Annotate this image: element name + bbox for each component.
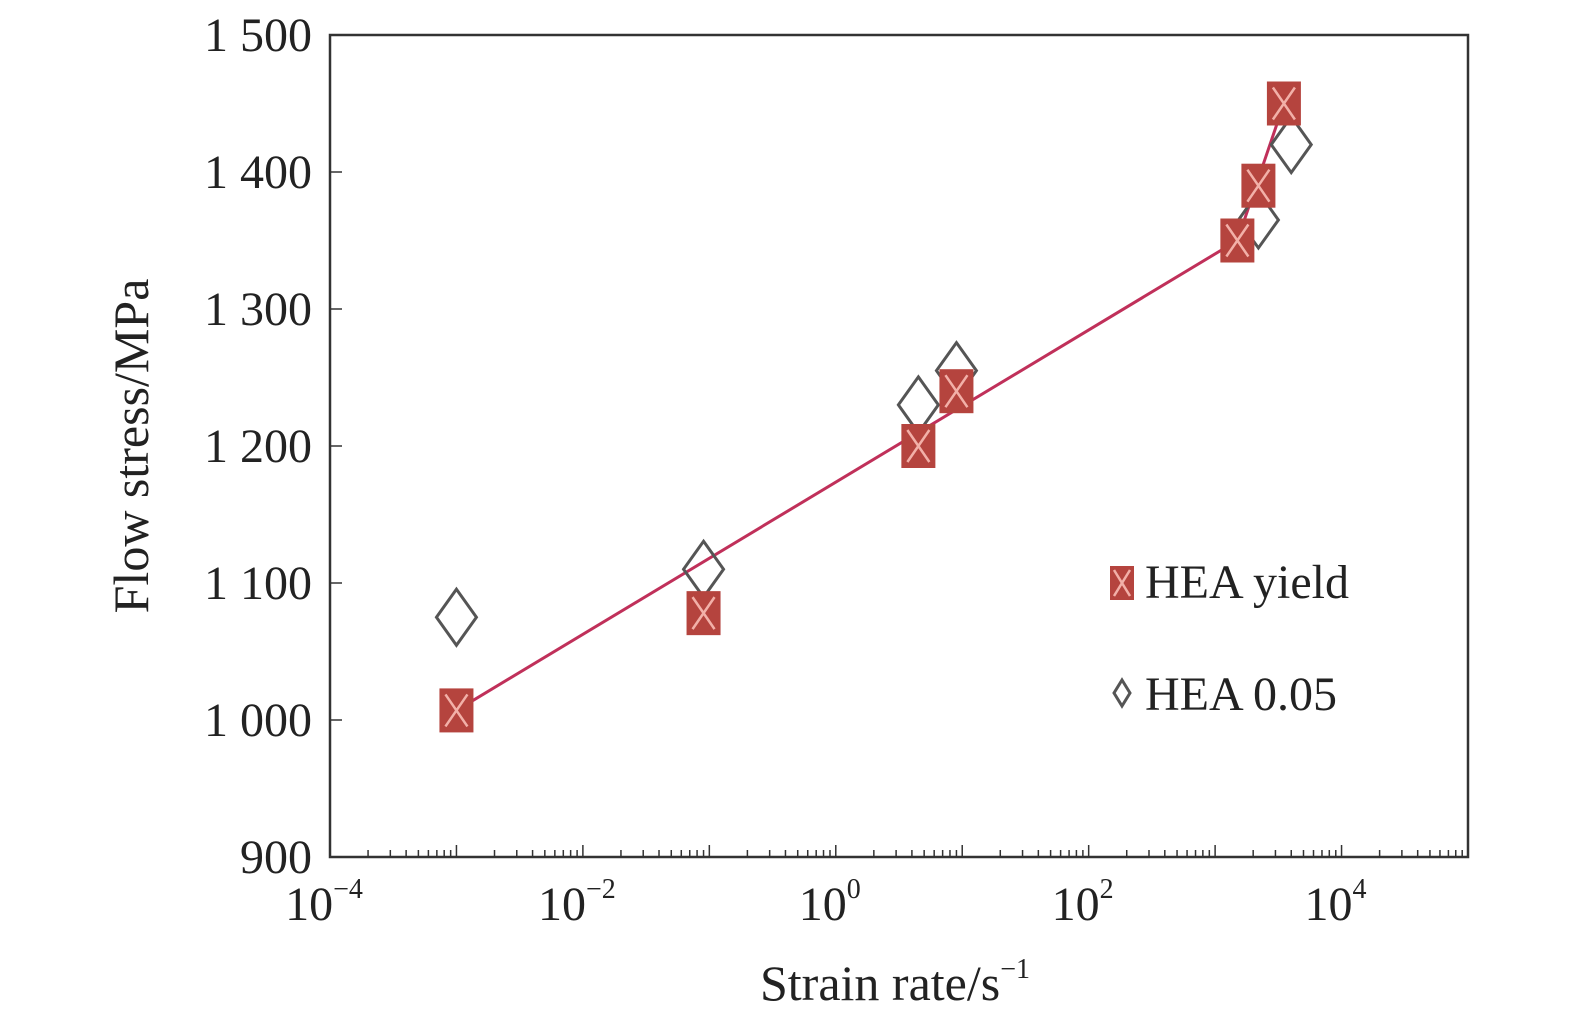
- y-axis-title: Flow stress/MPa: [103, 279, 159, 614]
- hea-yield-point-cross: [691, 596, 716, 630]
- fit-line: [455, 103, 1286, 712]
- x-tick-label: 104: [1305, 874, 1367, 931]
- y-tick-label: 1 500: [204, 9, 312, 62]
- hea-005-point: [1236, 189, 1281, 251]
- y-tick-label: 1 000: [204, 694, 312, 747]
- hea-005-point: [1269, 114, 1314, 176]
- x-tick-label: 100: [799, 874, 861, 931]
- legend-label-hea-yield: HEA yield: [1145, 556, 1349, 609]
- hea-yield-point-cross: [906, 429, 931, 463]
- legend-marker-hea-005: [1112, 677, 1132, 709]
- x-tick-label: 102: [1052, 874, 1114, 931]
- hea-yield-point: [1220, 218, 1255, 263]
- hea-yield-point-cross: [1246, 168, 1271, 203]
- plot-frame: [328, 33, 1470, 859]
- y-tick-label: 900: [240, 831, 312, 884]
- hea-yield-point-cross: [444, 693, 469, 728]
- hea-005-point: [434, 586, 479, 648]
- legend: HEA yield HEA 0.05: [1110, 556, 1349, 721]
- x-axis-ticks: 10−4 10−2 100 102 104: [285, 845, 1463, 931]
- hea-yield-point: [901, 424, 936, 468]
- legend-label-hea-005: HEA 0.05: [1145, 668, 1337, 721]
- hea-yield-point-cross: [1271, 86, 1296, 121]
- y-tick-label: 1 300: [204, 283, 312, 336]
- data-points: [434, 81, 1314, 733]
- hea-yield-point: [439, 688, 474, 733]
- hea-yield-point-cross: [1225, 223, 1250, 258]
- hea-yield-point: [1266, 81, 1301, 126]
- legend-marker-hea-yield: [1110, 566, 1134, 600]
- fit-line-segment: [455, 239, 1239, 712]
- hea-yield-point-cross: [944, 374, 969, 408]
- y-tick-label: 1 400: [204, 146, 312, 199]
- hea-yield-point: [939, 369, 974, 414]
- hea-yield-point: [686, 591, 721, 636]
- x-tick-label: 10−4: [285, 874, 363, 931]
- y-tick-label: 1 200: [204, 420, 312, 473]
- hea-yield-point: [1241, 163, 1276, 208]
- y-tick-label: 1 100: [204, 557, 312, 610]
- x-axis-title: Strain rate/s−1: [760, 954, 1030, 1011]
- x-tick-label: 10−2: [538, 874, 616, 931]
- y-axis-ticks: 900 1 000 1 100 1 200 1 300 1 400 1 500: [204, 9, 342, 884]
